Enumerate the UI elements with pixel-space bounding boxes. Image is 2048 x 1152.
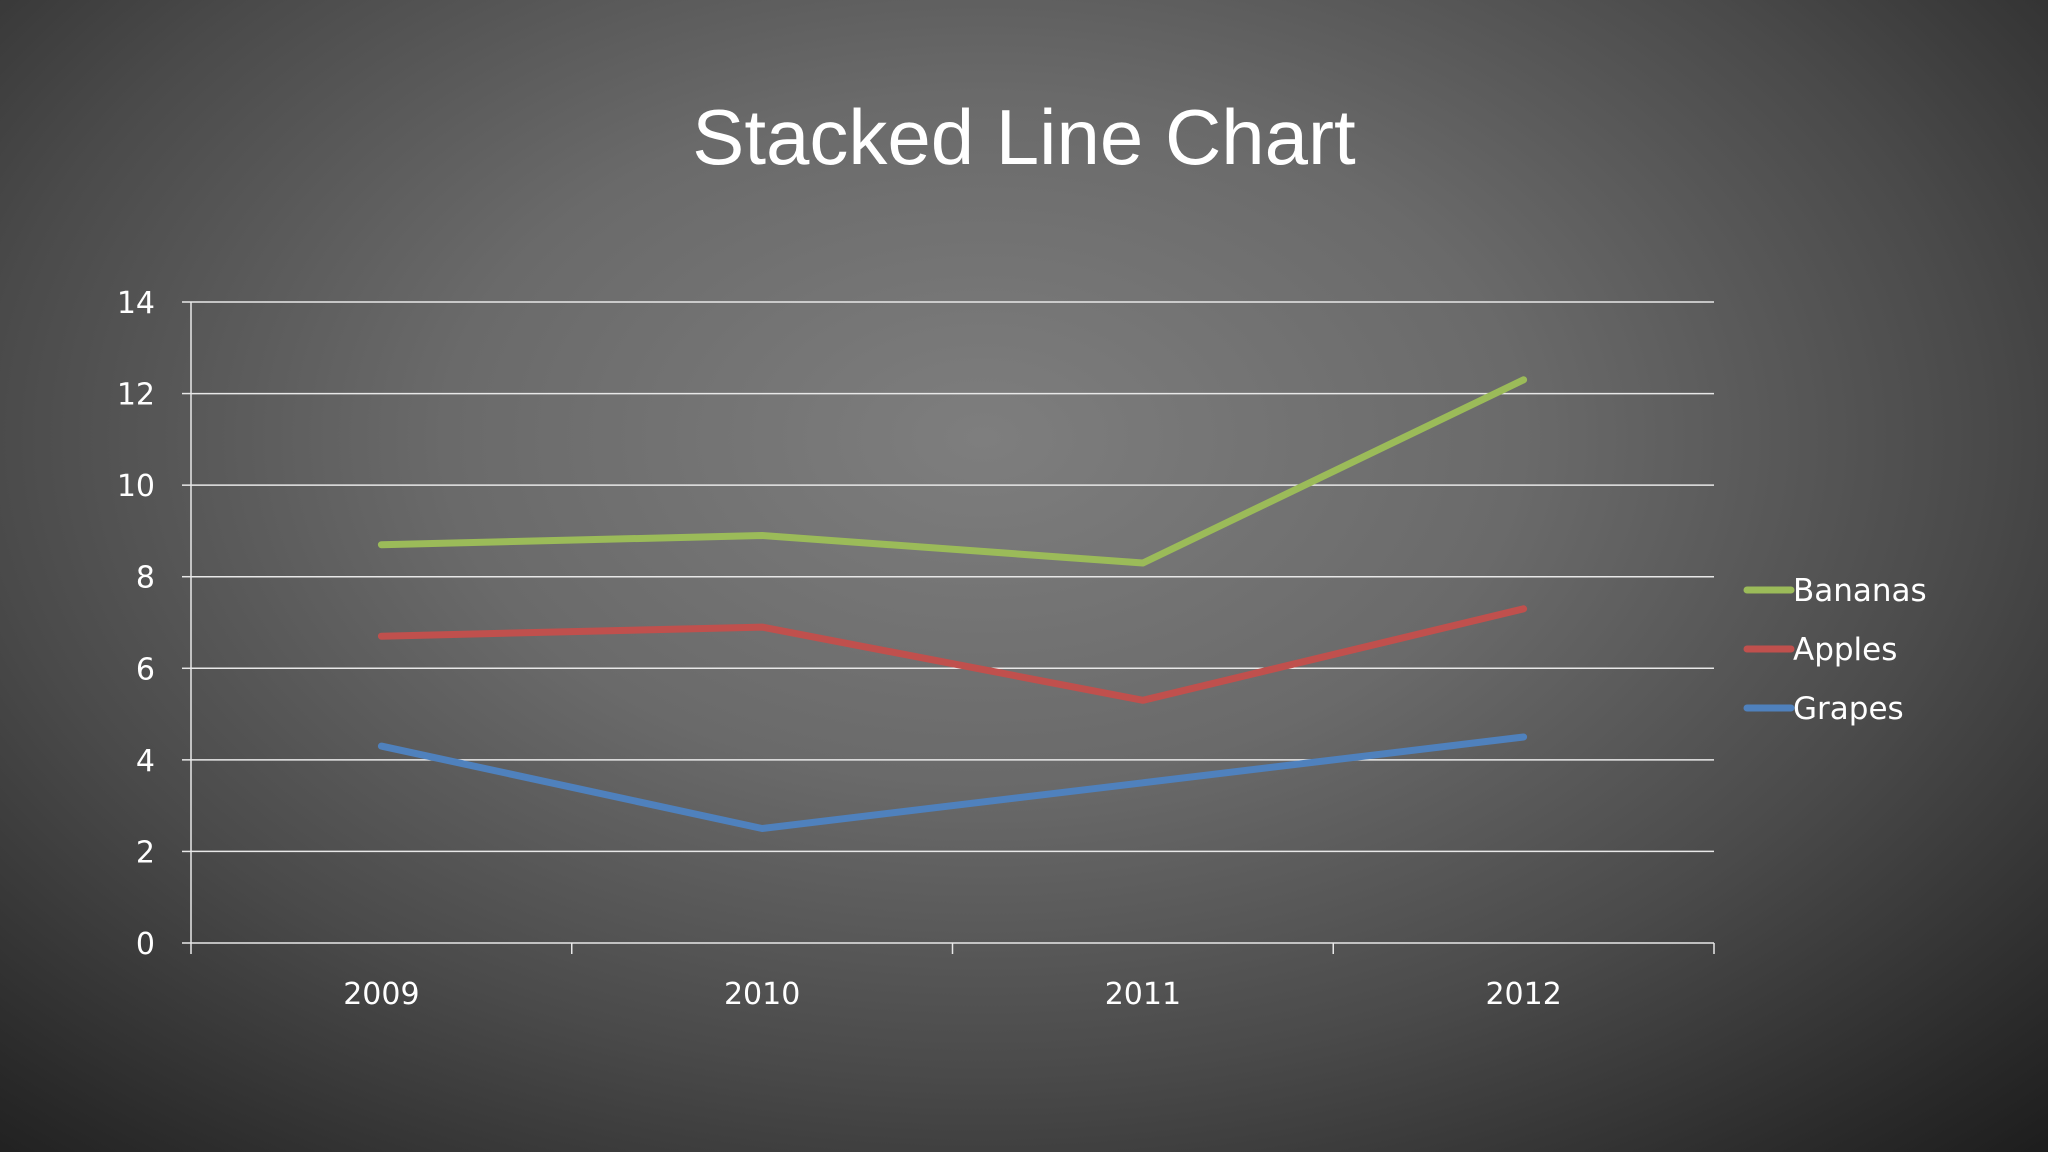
y-tick-label: 10 xyxy=(117,469,155,504)
y-tick-label: 4 xyxy=(136,744,155,779)
legend-label-apples: Apples xyxy=(1793,632,1897,668)
y-tick-label: 12 xyxy=(117,378,155,413)
y-tick-label: 0 xyxy=(136,927,155,962)
legend-label-grapes: Grapes xyxy=(1793,691,1904,727)
gridlines xyxy=(191,301,1714,853)
x-tick-label: 2010 xyxy=(724,977,800,1012)
series-line-grapes xyxy=(377,733,1528,832)
chart-title: Stacked Line Chart xyxy=(692,93,1356,181)
series-line-bananas xyxy=(377,376,1528,567)
legend-label-bananas: Bananas xyxy=(1793,573,1927,609)
y-axis-tick-labels: 0 2 4 6 8 10 12 14 xyxy=(117,286,155,962)
x-tick-label: 2012 xyxy=(1485,977,1561,1012)
series-lines xyxy=(377,376,1528,832)
y-tick-label: 14 xyxy=(117,286,155,321)
axes xyxy=(182,301,1715,954)
series-line-apples xyxy=(377,605,1528,704)
x-tick-label: 2011 xyxy=(1105,977,1181,1012)
y-tick-label: 6 xyxy=(136,652,155,687)
x-axis-tick-labels: 2009 2010 2011 2012 xyxy=(343,977,1562,1012)
legend: Bananas Apples Grapes xyxy=(1743,573,1927,727)
y-tick-label: 8 xyxy=(136,561,155,596)
y-tick-label: 2 xyxy=(136,835,155,870)
x-tick-label: 2009 xyxy=(343,977,419,1012)
